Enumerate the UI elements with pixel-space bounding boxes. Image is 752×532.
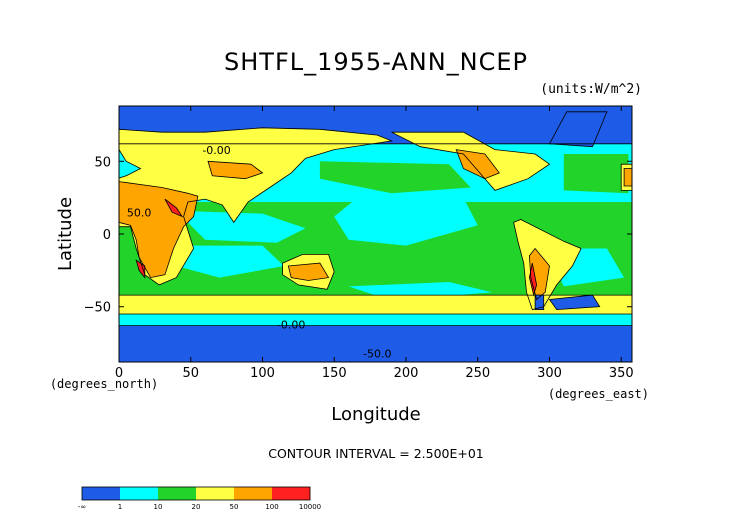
contour-line [391, 131, 551, 191]
field-region [334, 193, 478, 246]
contour-label: -0.00 [277, 319, 305, 332]
colorbar-swatch [291, 487, 311, 500]
x-tick-label: 0 [115, 366, 123, 381]
colorbar-tick-label: 50 [230, 503, 239, 511]
field-region [624, 168, 632, 186]
chart-title: SHTFL_1955-ANN_NCEP [224, 48, 528, 76]
y-unit-label: (degrees_north) [50, 377, 158, 391]
colorbar-swatch [272, 487, 292, 500]
contour-label: -0.00 [202, 144, 230, 157]
x-tick-label: 300 [537, 366, 562, 381]
colorbar-swatch [177, 487, 197, 500]
field-region [319, 161, 471, 194]
contour-line [548, 294, 601, 311]
colorbar-tick-label: 1 [118, 503, 122, 511]
x-tick-label: 100 [250, 366, 275, 381]
field-region [119, 295, 632, 314]
contour-line [455, 149, 500, 180]
field-region [529, 263, 537, 296]
colorbar-swatch [196, 487, 216, 500]
contour-interval-text: CONTOUR INTERVAL = 2.500E+01 [268, 446, 484, 461]
contour-line [119, 127, 394, 286]
colorbar-swatch [158, 487, 178, 500]
x-unit-label: (degrees_east) [548, 387, 649, 401]
x-tick-label: 150 [322, 366, 347, 381]
field-region [549, 111, 607, 147]
y-tick-label: 0 [103, 228, 111, 243]
x-axis-ticks: 0 50 100 150 200 250 300 350 [115, 106, 634, 381]
field-region [119, 325, 632, 362]
colorbar-swatch [101, 487, 121, 500]
field-region [549, 295, 600, 310]
contour-line [164, 198, 184, 218]
x-tick-label: 50 [182, 366, 199, 381]
contour-lines [119, 106, 632, 362]
y-axis-ticks: −50 0 50 [84, 155, 632, 316]
field-region [288, 263, 329, 281]
units-label: (units:W/m^2) [540, 82, 642, 97]
field-region [176, 245, 284, 278]
field-region [563, 154, 629, 194]
contour-line [548, 111, 608, 148]
contour-line [135, 259, 146, 279]
field-region [208, 161, 263, 179]
colorbar-swatch [82, 487, 102, 500]
x-tick-label: 250 [465, 366, 490, 381]
x-tick-label: 200 [394, 366, 419, 381]
contour-line [534, 294, 545, 311]
colorbar-tick-label: 100 [265, 503, 278, 511]
contour-line [207, 160, 264, 180]
colorbar-swatch [215, 487, 235, 500]
plot-field [119, 106, 632, 362]
colorbar-tick-label: 20 [192, 503, 201, 511]
x-axis-label: Longitude [331, 404, 421, 425]
y-tick-label: 50 [94, 155, 111, 170]
colorbar-swatch [139, 487, 159, 500]
contour-label: -50.0 [363, 348, 391, 361]
contour-line [119, 181, 199, 279]
contour-line [528, 263, 538, 297]
colorbar-frame [81, 486, 311, 501]
contour-line [620, 163, 632, 191]
contour-label-group: -0.00 50.0 -0.00 -50.0 [127, 144, 392, 361]
y-axis-label: Latitude [55, 197, 76, 271]
contour-line [287, 262, 330, 281]
field-region [456, 149, 500, 179]
contour-line [513, 219, 582, 311]
contour-line [119, 294, 632, 315]
contour-line [623, 168, 632, 187]
contour-line [282, 253, 335, 290]
field-region [176, 210, 306, 243]
colorbar-tick-label: 10 [154, 503, 163, 511]
contour-line [119, 106, 632, 145]
x-tick-label: 350 [609, 366, 634, 381]
contour-label: 50.0 [127, 207, 152, 220]
field-region [119, 314, 632, 326]
colorbar-swatch [234, 487, 254, 500]
colorbar-swatch [120, 487, 140, 500]
colorbar-tick-label: 10000 [299, 503, 321, 511]
y-tick-label: −50 [84, 301, 111, 316]
field-region [119, 127, 392, 285]
contour-line [528, 247, 550, 301]
colorbar-swatch [253, 487, 273, 500]
contour-line [119, 325, 632, 362]
field-region [164, 199, 183, 217]
colorbar: -∞ 1 10 20 50 100 10000 [78, 486, 321, 511]
colorbar-tick-label: -∞ [78, 503, 86, 511]
